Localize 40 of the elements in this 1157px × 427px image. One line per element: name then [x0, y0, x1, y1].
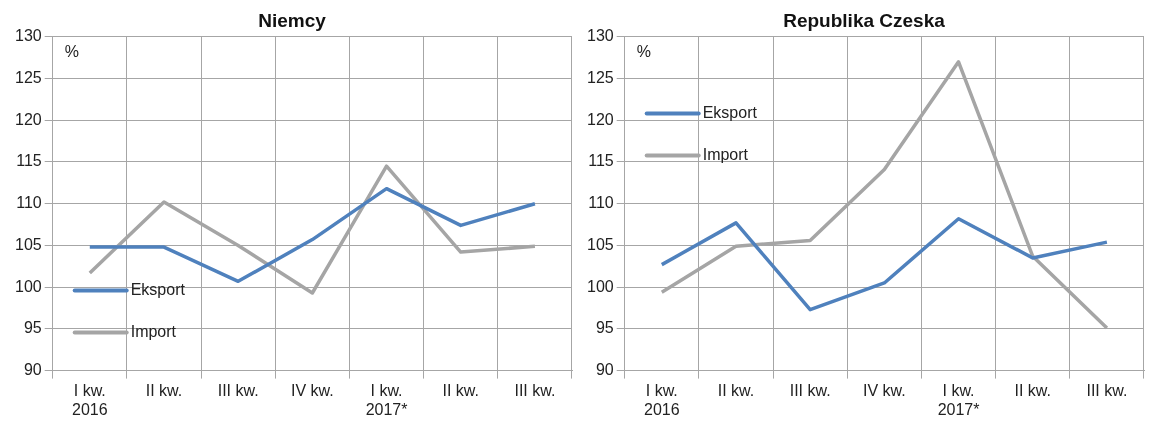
y-tick-label: 130: [14, 27, 42, 45]
x-tick-label: I kw. 2017*: [365, 381, 408, 418]
chart-title: Republika Czeska: [783, 9, 946, 31]
x-tick-label: II kw.: [442, 381, 479, 399]
chart-title: Niemcy: [258, 9, 327, 31]
y-tick-label: 125: [586, 68, 614, 86]
y-tick-label: 120: [14, 110, 42, 128]
y-tick-label: 95: [595, 319, 614, 337]
y-tick-label: 90: [595, 361, 614, 379]
y-tick-label: 115: [16, 152, 42, 170]
y-tick-label: 115: [588, 152, 614, 170]
x-tick-label: II kw.: [145, 381, 183, 399]
y-tick-label: 110: [16, 194, 42, 212]
y-tick-label: 100: [586, 277, 614, 295]
x-tick-label: III kw.: [217, 381, 259, 399]
y-tick-label: 130: [586, 27, 614, 45]
x-tick-label: III kw.: [789, 381, 831, 399]
y-tick-label: 105: [586, 235, 614, 253]
legend-label: Import: [130, 322, 177, 340]
x-tick-label: I kw. 2016: [71, 381, 108, 418]
x-tick-label: I kw. 2017*: [937, 381, 980, 418]
x-tick-label: II kw.: [1014, 381, 1051, 399]
y-tick-label: 120: [586, 110, 614, 128]
x-tick-label: II kw.: [717, 381, 755, 399]
legend-label: Import: [702, 145, 749, 163]
y-axis-title: %: [636, 43, 651, 61]
legend-label: Eksport: [702, 103, 758, 121]
y-tick-label: 110: [588, 194, 614, 212]
legend-label: Eksport: [130, 280, 186, 298]
y-tick-label: 90: [23, 361, 42, 379]
x-tick-label: IV kw.: [291, 381, 334, 399]
x-tick-label: III kw.: [514, 381, 556, 399]
x-tick-label: IV kw.: [863, 381, 906, 399]
y-tick-label: 100: [14, 277, 42, 295]
y-tick-label: 125: [14, 68, 42, 86]
y-axis-title: %: [64, 43, 79, 61]
y-tick-label: 105: [14, 235, 42, 253]
y-tick-label: 95: [23, 319, 42, 337]
x-tick-label: III kw.: [1086, 381, 1128, 399]
x-tick-label: I kw. 2016: [643, 381, 680, 418]
